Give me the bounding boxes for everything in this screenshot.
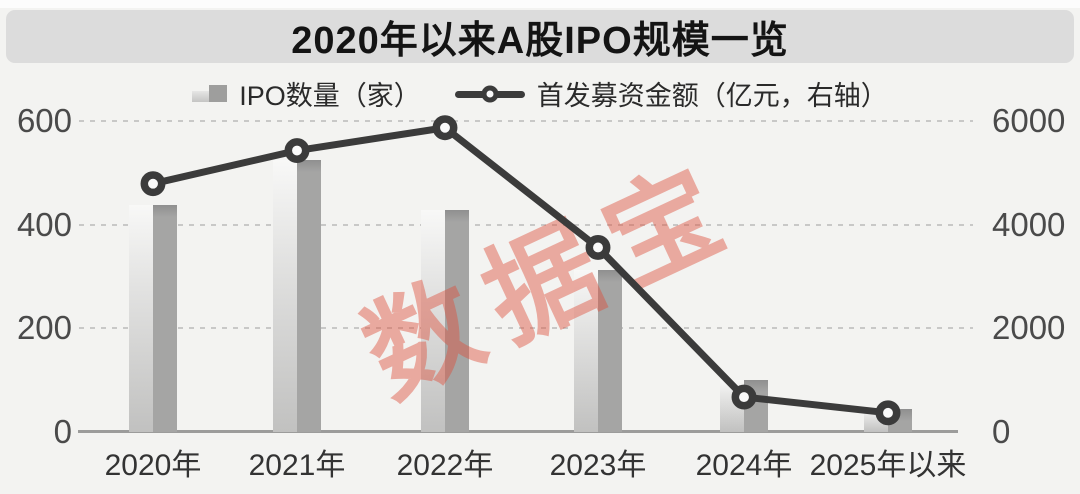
left-axis-tick: 0: [53, 413, 72, 450]
line-marker: [284, 138, 310, 163]
bar-2025年以来: [864, 408, 912, 432]
x-axis-label: 2023年: [549, 449, 647, 482]
bar-dark-face: [888, 408, 912, 432]
right-axis-tick: 6000: [992, 102, 1066, 139]
right-axis-tick: 4000: [992, 205, 1066, 243]
bar-light-face: [273, 160, 297, 432]
bar-light-face: [720, 380, 744, 432]
bar-light-face: [864, 408, 888, 432]
bar-light-face: [129, 205, 153, 432]
x-axis-label: 2021年: [248, 449, 346, 482]
watermark: 数据宝: [346, 139, 758, 420]
x-axis-label: 2022年: [396, 449, 494, 482]
legend-label-fundraising: 首发募资金额（亿元，右轴）: [536, 81, 888, 111]
chart-title-banner: 2020年以来A股IPO规模一览: [6, 10, 1074, 63]
legend-item-fundraising: 首发募资金额（亿元，右轴）: [454, 74, 888, 113]
bar-icon-dark-part: [209, 85, 228, 102]
bar-dark-face: [153, 205, 177, 432]
legend: IPO数量（家） 首发募资金额（亿元，右轴）: [0, 74, 1080, 113]
bar-2024年: [720, 380, 768, 432]
line-icon-marker: [481, 85, 499, 102]
gridline-600: [79, 120, 973, 122]
x-axis-line: [78, 430, 958, 433]
bar-2020年: [129, 205, 177, 432]
x-axis-label: 2025年以来: [809, 449, 967, 482]
left-axis-tick: 400: [16, 205, 72, 243]
legend-label-ipo-count: IPO数量（家）: [239, 81, 421, 111]
legend-item-ipo-count: IPO数量（家）: [192, 74, 421, 113]
line-marker: [140, 171, 166, 197]
x-axis-label: 2024年: [695, 449, 793, 482]
line-series-icon: [454, 81, 525, 107]
bar-2021年: [273, 160, 321, 432]
bar-dark-face: [297, 160, 321, 432]
left-axis-tick: 600: [16, 102, 72, 139]
bar-dark-face: [744, 380, 768, 432]
right-axis-tick: 2000: [992, 309, 1066, 347]
x-axis-label: 2020年: [104, 449, 202, 482]
right-axis-tick: 0: [992, 413, 1011, 450]
chart-title: 2020年以来A股IPO规模一览: [291, 20, 789, 62]
bar-series-icon: [192, 85, 228, 102]
bar-icon-light-part: [192, 91, 210, 102]
left-axis-tick: 200: [16, 309, 72, 347]
